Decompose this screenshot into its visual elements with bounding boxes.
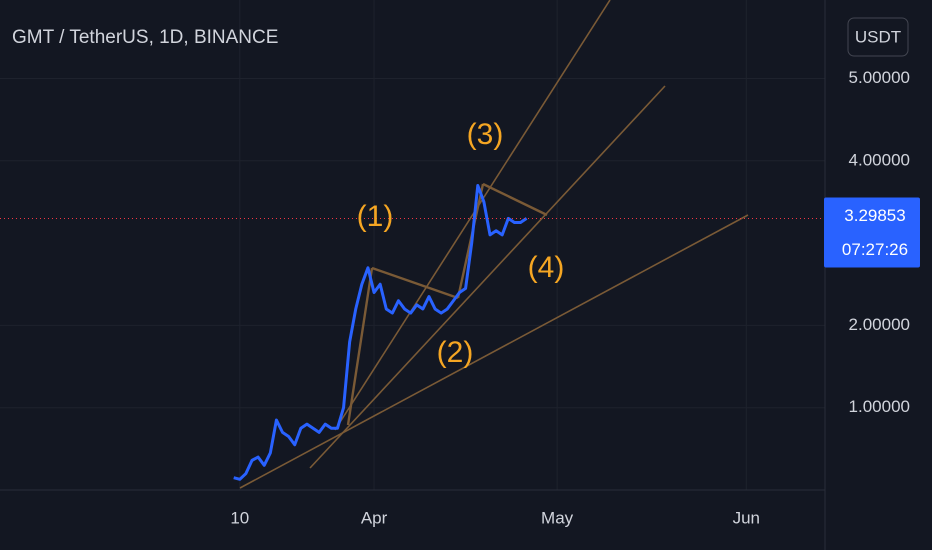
y-tick-label: 4.00000	[849, 150, 910, 169]
last-price-label: 3.29853	[844, 206, 905, 225]
y-tick-label: 2.00000	[849, 315, 910, 334]
chart-title: GMT / TetherUS, 1D, BINANCE	[12, 27, 278, 48]
currency-label[interactable]: USDT	[855, 27, 901, 46]
x-tick-label: Apr	[361, 508, 388, 527]
x-tick-label: Jun	[733, 508, 760, 527]
grid	[0, 0, 825, 490]
y-tick-label: 5.00000	[849, 68, 910, 87]
wave-labels: (1) (2) (3) (4)	[357, 118, 565, 369]
axes: 1.00000 2.00000 4.00000 5.00000 10 Apr May Jun 3…	[230, 68, 920, 527]
trend-line	[346, 267, 374, 426]
annotation: (4)	[528, 251, 565, 284]
last-price-box	[824, 197, 920, 268]
x-tick-label: 10	[230, 508, 249, 527]
trend-line	[334, 0, 611, 431]
price-line	[233, 183, 528, 481]
plot	[0, 183, 825, 481]
trend-line	[371, 266, 459, 300]
currency-button[interactable]	[847, 17, 909, 57]
annotation: (3)	[467, 118, 504, 151]
annotation: (1)	[357, 200, 394, 233]
x-tick-label: May	[541, 508, 574, 527]
trend-line	[309, 85, 666, 469]
countdown-label: 07:27:26	[842, 240, 908, 259]
trend-line	[239, 214, 749, 489]
annotation: (2)	[437, 336, 474, 369]
trend-line	[482, 182, 548, 217]
y-tick-label: 1.00000	[849, 397, 910, 416]
